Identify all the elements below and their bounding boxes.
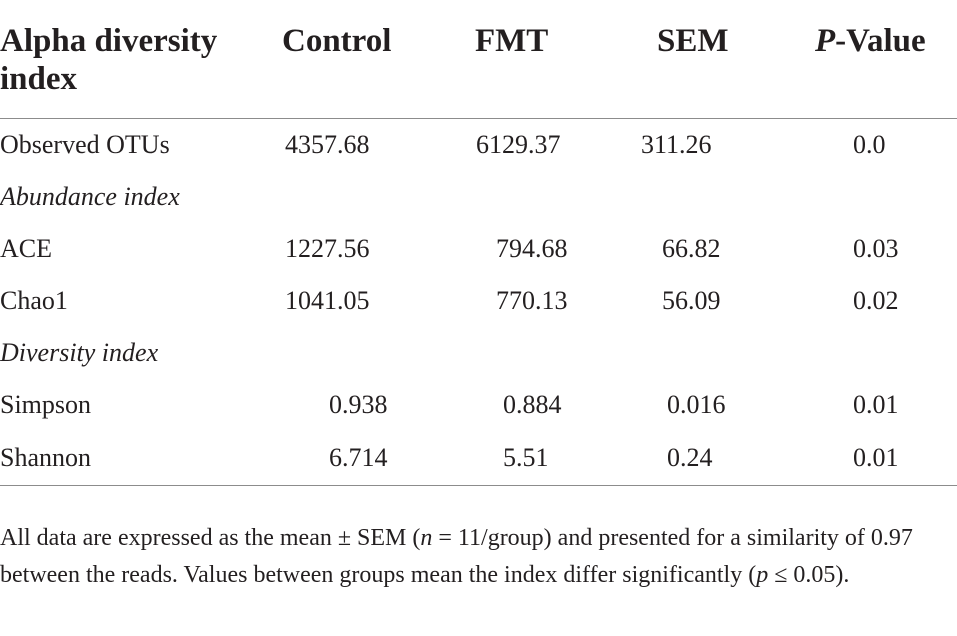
cell-control: 1227.56 (285, 234, 370, 263)
cell-fmt: 6129.37 (476, 130, 561, 159)
cell-sem: 0.24 (635, 431, 815, 486)
header-fmt: FMT (455, 0, 635, 119)
footnote-p-variable: p (756, 562, 769, 588)
cell-p-value: 0.01 (815, 431, 957, 486)
table-header-row: Alpha diversity index Control FMT SEM P-… (0, 0, 957, 119)
section-row: Diversity index (0, 327, 957, 379)
row-label: Chao1 (0, 286, 68, 315)
cell-fmt: 794.68 (496, 234, 568, 263)
alpha-diversity-table: Alpha diversity index Control FMT SEM P-… (0, 0, 957, 486)
diversity-table-container: Alpha diversity index Control FMT SEM P-… (0, 0, 957, 486)
section-label-diversity: Diversity index (0, 338, 159, 367)
table-row: Observed OTUs 4357.68 6129.37 311.26 0.0 (0, 119, 957, 172)
table-row: ACE 1227.56 794.68 66.82 0.03 (0, 223, 957, 275)
header-p-value: P-Value (815, 0, 957, 119)
cell-p-value: 0.0 (853, 130, 886, 159)
table-row: Chao1 1041.05 770.13 56.09 0.02 (0, 275, 957, 327)
section-label-abundance: Abundance index (0, 182, 180, 211)
header-index-line2: index (0, 61, 78, 97)
footnote-part1: All data are expressed as the mean ± SEM… (0, 525, 421, 551)
cell-p-value: 0.02 (853, 286, 899, 315)
row-label: Shannon (0, 431, 275, 486)
cell-p-value: 0.01 (853, 390, 899, 419)
table-row: Shannon 6.714 5.51 0.24 0.01 (0, 431, 957, 486)
section-row: Abundance index (0, 171, 957, 223)
header-p-letter: P (815, 23, 836, 59)
header-p-suffix: -Value (835, 23, 926, 59)
cell-control: 4357.68 (285, 130, 370, 159)
cell-control: 0.938 (329, 390, 388, 419)
cell-fmt: 5.51 (455, 431, 635, 486)
cell-fmt: 0.884 (503, 390, 562, 419)
cell-sem: 56.09 (662, 286, 721, 315)
table-row: Simpson 0.938 0.884 0.016 0.01 (0, 379, 957, 431)
cell-control: 6.714 (275, 431, 455, 486)
cell-sem: 0.016 (667, 390, 726, 419)
table-footnote: All data are expressed as the mean ± SEM… (0, 520, 957, 594)
row-label: Simpson (0, 390, 92, 419)
cell-fmt: 770.13 (496, 286, 568, 315)
header-sem: SEM (635, 0, 815, 119)
footnote-n-variable: n (420, 525, 433, 551)
footnote-part2: = 11/group) and presented for a similari… (0, 525, 913, 588)
cell-sem: 66.82 (662, 234, 721, 263)
header-control: Control (275, 0, 455, 119)
cell-p-value: 0.03 (853, 234, 899, 263)
cell-sem: 311.26 (641, 130, 712, 159)
footnote-part3: ≤ 0.05). (768, 562, 850, 588)
cell-control: 1041.05 (285, 286, 370, 315)
row-label: ACE (0, 234, 52, 263)
row-label: Observed OTUs (0, 130, 170, 159)
header-index: Alpha diversity index (0, 0, 275, 119)
header-index-line1: Alpha diversity (0, 23, 218, 59)
